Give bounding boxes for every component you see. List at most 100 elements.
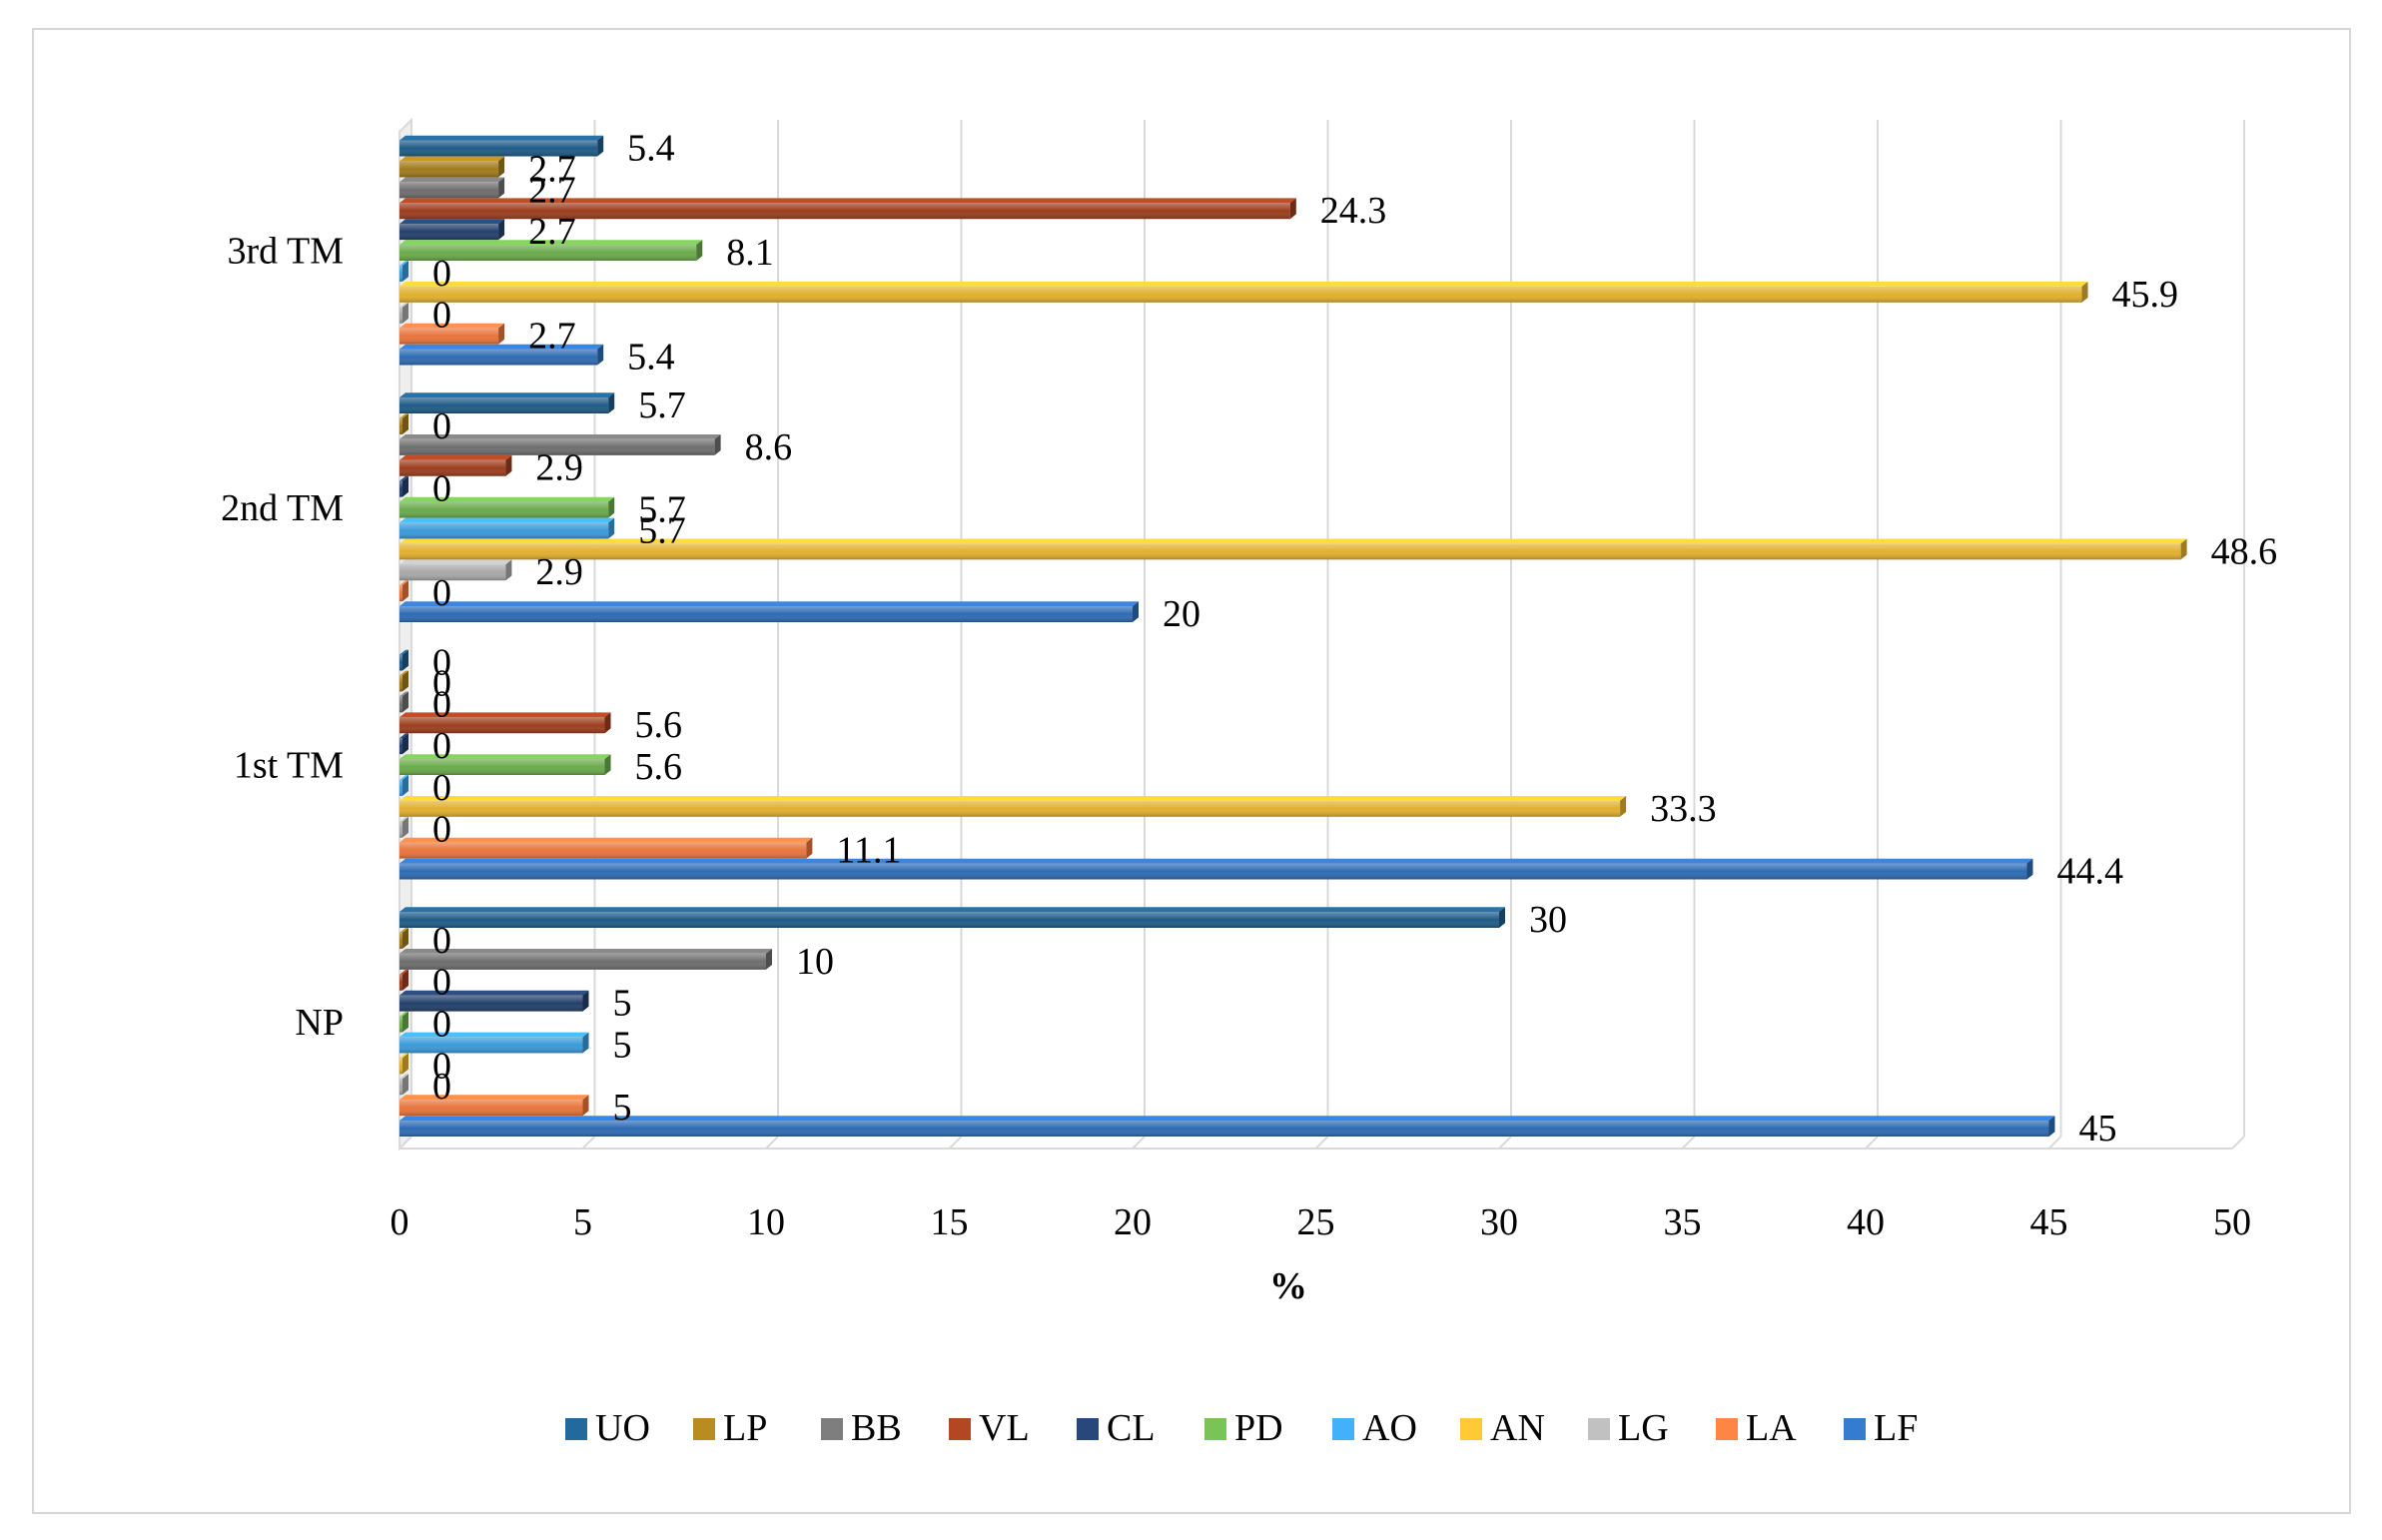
bar-end-face bbox=[582, 990, 589, 1012]
bar-end-face bbox=[597, 344, 604, 366]
bar-end-face bbox=[2048, 1116, 2055, 1137]
data-label: 0 bbox=[432, 572, 451, 614]
bar-LF bbox=[399, 344, 604, 366]
data-label: 0 bbox=[432, 662, 451, 704]
data-label: 2.7 bbox=[528, 211, 576, 253]
bar-end-face bbox=[608, 392, 615, 413]
bar-top-face bbox=[399, 649, 408, 655]
bar-top-face bbox=[399, 434, 721, 439]
data-label: 0 bbox=[432, 725, 451, 767]
bar-UO bbox=[399, 907, 1505, 928]
bar-end-face bbox=[582, 1095, 589, 1117]
bar-BB bbox=[399, 949, 772, 970]
bar-top-face bbox=[399, 754, 611, 759]
x-tick-label: 10 bbox=[747, 1201, 785, 1243]
legend-item-UO: UO bbox=[565, 1407, 650, 1449]
bar-top-face bbox=[399, 775, 408, 780]
bar-LP bbox=[399, 670, 408, 692]
data-label: 45 bbox=[2079, 1108, 2117, 1150]
bar-top-face bbox=[399, 392, 615, 397]
bar-top-face bbox=[399, 156, 505, 162]
bar-PD bbox=[399, 1011, 408, 1033]
bar-LA bbox=[399, 323, 505, 345]
data-label: 0 bbox=[432, 920, 451, 962]
bar-shading bbox=[399, 161, 499, 178]
bar-end-face bbox=[498, 156, 505, 178]
bar-CL bbox=[399, 475, 408, 497]
bar-PD bbox=[399, 496, 615, 518]
category-label: 3rd TM bbox=[228, 231, 344, 273]
x-axis-title: % bbox=[1269, 1265, 1307, 1307]
bar-shading bbox=[399, 738, 402, 755]
bar-end-face bbox=[1499, 907, 1505, 928]
bar-AN bbox=[399, 282, 2088, 303]
legend-swatch bbox=[821, 1418, 843, 1440]
bar-top-face bbox=[399, 858, 2033, 864]
gridline-floor bbox=[2047, 1136, 2062, 1150]
legend-item-PD: PD bbox=[1204, 1407, 1283, 1449]
data-label: 2.9 bbox=[535, 551, 583, 593]
legend-swatch bbox=[1716, 1418, 1738, 1440]
bar-top-face bbox=[399, 990, 589, 996]
legend-swatch bbox=[1844, 1418, 1866, 1440]
legend-label: CL bbox=[1107, 1407, 1156, 1449]
bar-shading bbox=[399, 759, 605, 775]
legend-item-VL: VL bbox=[949, 1407, 1030, 1449]
bar-shading bbox=[399, 459, 506, 476]
legend-item-CL: CL bbox=[1077, 1407, 1156, 1449]
data-label: 0 bbox=[432, 1004, 451, 1046]
bar-top-face bbox=[399, 1074, 408, 1080]
bar-end-face bbox=[402, 969, 408, 991]
bar-top-face bbox=[399, 198, 1296, 204]
data-label: 0 bbox=[432, 1066, 451, 1108]
data-label: 20 bbox=[1163, 593, 1200, 635]
bar-end-face bbox=[696, 240, 703, 261]
gridline-floor bbox=[398, 1136, 412, 1150]
bar-UO bbox=[399, 649, 408, 671]
bar-shading bbox=[399, 501, 609, 518]
bar-end-face bbox=[402, 775, 408, 796]
bar-end-face bbox=[498, 219, 505, 241]
bar-top-face bbox=[399, 1053, 408, 1059]
bar-top-face bbox=[399, 733, 408, 739]
bar-shading bbox=[399, 349, 598, 366]
bar-top-face bbox=[399, 282, 2088, 287]
bar-end-face bbox=[604, 754, 611, 775]
bar-shading bbox=[399, 224, 499, 241]
bar-top-face bbox=[399, 517, 615, 523]
bar-top-face bbox=[399, 1116, 2055, 1121]
gridline-floor bbox=[1132, 1136, 1146, 1150]
bar-shading bbox=[399, 245, 697, 261]
bar-top-face bbox=[399, 302, 408, 308]
data-label: 0 bbox=[432, 1045, 451, 1087]
data-label: 5.6 bbox=[635, 746, 683, 788]
bar-VL bbox=[399, 198, 1296, 220]
bar-shading bbox=[399, 863, 2027, 880]
bar-top-face bbox=[399, 816, 408, 822]
bar-top-face bbox=[399, 670, 408, 676]
bar-top-face bbox=[399, 344, 604, 350]
bar-LA bbox=[399, 1095, 589, 1117]
gridline-floor bbox=[1314, 1136, 1329, 1150]
bar-LP bbox=[399, 928, 408, 949]
legend-item-LG: LG bbox=[1588, 1407, 1669, 1449]
x-tick-label: 20 bbox=[1114, 1201, 1152, 1243]
legend: UO LP BB VL CL PD AO AN LG LA LF bbox=[565, 1407, 1918, 1449]
data-label: 8.1 bbox=[726, 232, 774, 274]
bar-top-face bbox=[399, 837, 813, 843]
data-label: 30 bbox=[1529, 899, 1567, 941]
gridline-floor bbox=[948, 1136, 963, 1150]
bar-AO bbox=[399, 517, 615, 539]
bar-top-face bbox=[399, 949, 772, 954]
data-label: 5.7 bbox=[638, 385, 686, 426]
data-label: 24.3 bbox=[1320, 190, 1387, 232]
data-label: 44.4 bbox=[2056, 851, 2123, 893]
data-label: 0 bbox=[432, 468, 451, 510]
bar-top-face bbox=[399, 559, 512, 565]
bar-shading bbox=[399, 912, 1499, 928]
bar-top-face bbox=[399, 969, 408, 975]
bar-end-face bbox=[402, 302, 408, 324]
bar-top-face bbox=[399, 475, 408, 481]
